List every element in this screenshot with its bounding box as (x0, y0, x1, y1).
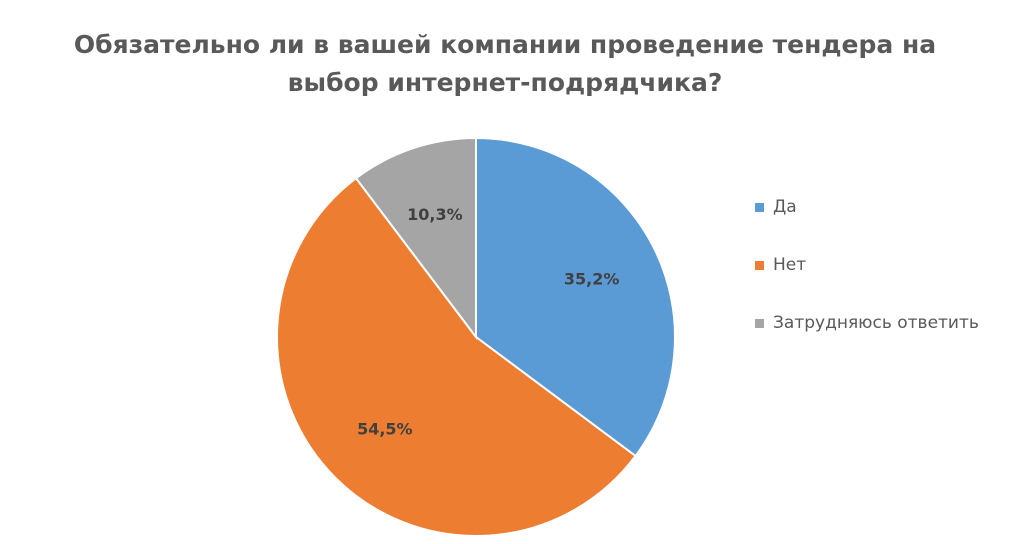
chart-title-line-2: выбор интернет-подрядчика? (287, 68, 723, 97)
chart-title: Обязательно ли в вашей компании проведен… (0, 26, 1010, 102)
pie-slice-net (276, 176, 637, 537)
legend-swatch-zatrudnyayus (755, 318, 764, 328)
pie-labels: 35,2% 54,5% 10,3% (357, 205, 619, 438)
legend-label-net: Нет (773, 255, 807, 275)
legend: Да Нет Затрудняюсь ответить (755, 194, 979, 368)
legend-swatch-da (755, 202, 764, 212)
legend-label-zatrudnyayus: Затрудняюсь ответить (773, 313, 979, 333)
legend-label-da: Да (773, 197, 797, 217)
legend-swatch-net (755, 260, 764, 270)
pie-slices (276, 136, 676, 537)
pie-slice-da (475, 136, 676, 458)
data-label-net: 54,5% (357, 419, 413, 438)
data-label-da: 35,2% (564, 270, 620, 289)
legend-item-da: Да (755, 194, 979, 220)
data-label-zatrudnyayus: 10,3% (407, 205, 463, 224)
legend-item-net: Нет (755, 252, 979, 278)
pie-slice-zatrudnyayus (354, 136, 477, 340)
legend-item-zatrudnyayus: Затрудняюсь ответить (755, 310, 979, 336)
chart-title-line-1: Обязательно ли в вашей компании проведен… (73, 30, 937, 59)
